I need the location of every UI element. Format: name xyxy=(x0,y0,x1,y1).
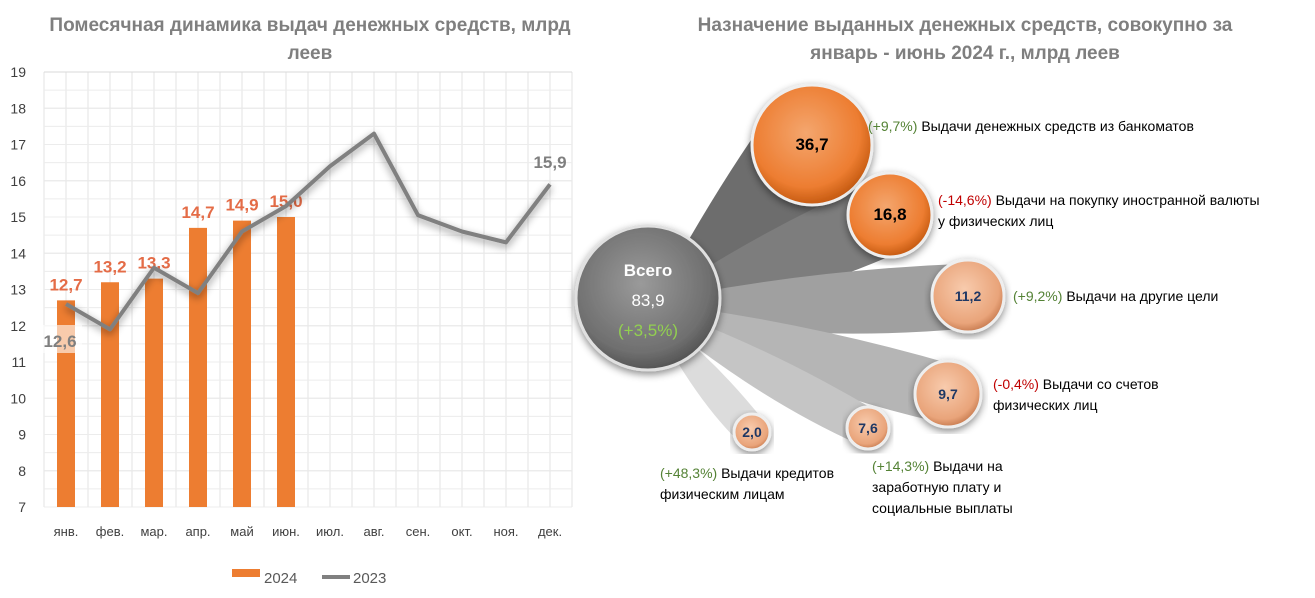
line-2023 xyxy=(65,131,552,332)
x-tick-label: окт. xyxy=(451,524,472,539)
category-label: (+9,7%) Выдачи денежных средств из банко… xyxy=(868,116,1268,137)
category-bubble xyxy=(913,359,983,429)
y-tick-label: 16 xyxy=(10,173,26,189)
line-data-label: 15,9 xyxy=(533,153,566,172)
category-change: (+14,3%) xyxy=(872,458,934,474)
bar-data-label: 14,7 xyxy=(181,203,214,222)
category-label: (+48,3%) Выдачи кредитов физическим лица… xyxy=(660,463,840,505)
category-name: Выдачи кредитов физическим лицам xyxy=(660,465,835,502)
x-tick-label: дек. xyxy=(538,524,562,539)
category-name: Выдачи на заработную плату и социальные … xyxy=(872,458,1013,516)
x-tick-label: ноя. xyxy=(493,524,518,539)
x-tick-label: апр. xyxy=(185,524,210,539)
x-tick-label: июн. xyxy=(272,524,300,539)
x-tick-label: фев. xyxy=(96,524,124,539)
bar-data-label: 13,3 xyxy=(137,254,170,273)
y-tick-label: 12 xyxy=(10,318,26,334)
left-chart-title: Помесячная динамика выдач денежных средс… xyxy=(49,15,571,64)
total-change: (+3,5%) xyxy=(618,321,678,340)
category-label: (-14,6%) Выдачи на покупку иностранной в… xyxy=(938,190,1268,232)
total-value: 83,9 xyxy=(631,291,664,310)
bubble-value: 11,2 xyxy=(955,288,982,304)
bar-2024 xyxy=(101,282,119,507)
y-tick-label: 14 xyxy=(10,245,26,261)
category-name: Выдачи денежных средств из банкоматов xyxy=(921,118,1194,134)
category-label: (-0,4%) Выдачи со счетов физических лиц xyxy=(993,374,1213,416)
bar-2024 xyxy=(277,217,295,507)
category-bubble xyxy=(750,83,874,207)
x-tick-label: июл. xyxy=(316,524,344,539)
category-bubble xyxy=(845,405,891,451)
category-bubble xyxy=(930,258,1006,334)
category-bubble xyxy=(732,412,772,452)
bar-data-label: 12,7 xyxy=(49,275,82,294)
category-bubble xyxy=(846,171,934,259)
category-label: (+14,3%) Выдачи на заработную плату и со… xyxy=(872,456,1052,519)
y-tick-label: 7 xyxy=(18,499,26,515)
bar-2024 xyxy=(189,227,207,507)
x-tick-label: авг. xyxy=(364,524,385,539)
bubble-value: 16,8 xyxy=(873,205,906,224)
bar-2024 xyxy=(145,278,163,507)
y-tick-label: 13 xyxy=(10,282,26,298)
category-change: (-0,4%) xyxy=(993,376,1043,392)
total-bubble xyxy=(574,224,722,372)
x-tick-label: янв. xyxy=(54,524,79,539)
y-tick-label: 15 xyxy=(10,209,26,225)
y-tick-label: 11 xyxy=(11,354,26,370)
bar-2024 xyxy=(233,220,251,507)
category-name: Выдачи со счетов физических лиц xyxy=(993,376,1159,413)
bar-data-label: 13,2 xyxy=(93,257,126,276)
total-label: Всего xyxy=(624,261,672,280)
right-chart-title: Назначение выданных денежных средств, со… xyxy=(697,15,1233,64)
x-tick-label: мар. xyxy=(140,524,167,539)
category-change: (-14,6%) xyxy=(938,192,996,208)
category-change: (+48,3%) xyxy=(660,465,722,481)
category-change: (+9,7%) xyxy=(868,118,922,134)
category-change: (+9,2%) xyxy=(1013,288,1067,304)
x-tick-label: сен. xyxy=(406,524,431,539)
bar-data-label: 14,9 xyxy=(225,196,258,215)
x-tick-label: май xyxy=(230,524,253,539)
category-label: (+9,2%) Выдачи на другие цели xyxy=(1013,286,1293,307)
connector-ribbon xyxy=(691,263,969,334)
y-tick-label: 17 xyxy=(10,137,26,153)
legend-label-2024: 2024 xyxy=(264,570,297,587)
legend-swatch-2024 xyxy=(232,569,260,577)
bubble-value: 9,7 xyxy=(938,386,958,402)
y-tick-label: 8 xyxy=(18,463,26,479)
bubble-value: 2,0 xyxy=(742,424,762,440)
connector-ribbon xyxy=(681,307,958,423)
y-tick-label: 19 xyxy=(10,64,26,80)
label-bg xyxy=(38,325,82,353)
y-tick-label: 10 xyxy=(10,390,26,406)
y-tick-label: 18 xyxy=(10,100,26,116)
connector-ribbon xyxy=(677,317,878,445)
category-name: Выдачи на покупку иностранной валюты у ф… xyxy=(938,192,1260,229)
bubble-value: 7,6 xyxy=(858,420,878,436)
category-name: Выдачи на другие цели xyxy=(1066,288,1219,304)
bubble-value: 36,7 xyxy=(795,135,828,154)
line-data-label: 12,6 xyxy=(43,332,76,351)
legend-label-2023: 2023 xyxy=(353,570,386,587)
y-tick-label: 9 xyxy=(18,427,26,443)
